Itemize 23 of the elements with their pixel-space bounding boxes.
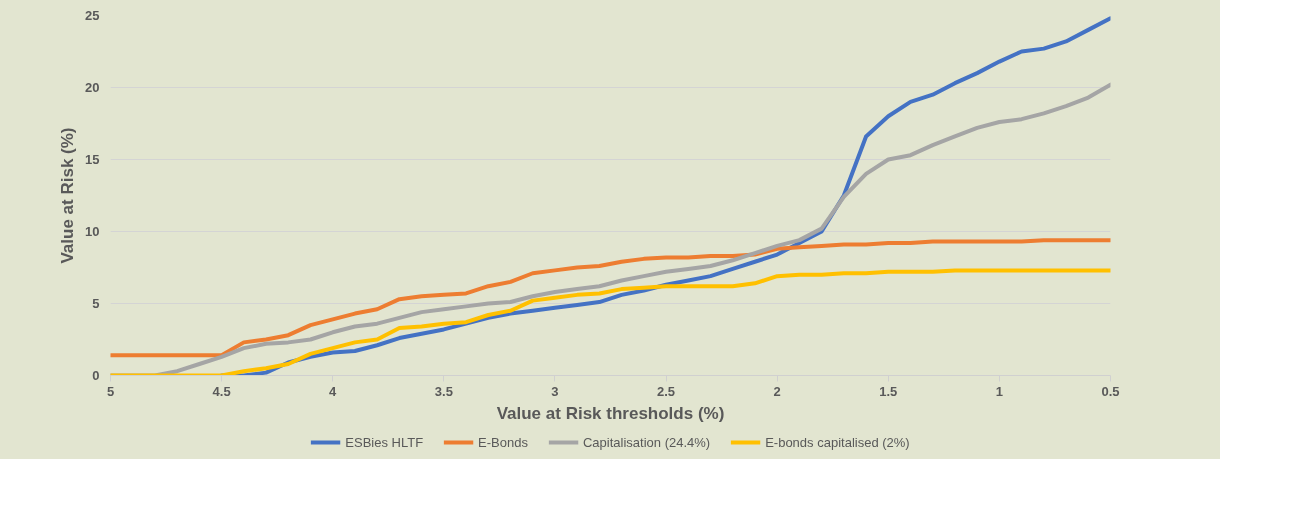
y-tick-label: 15 — [85, 152, 100, 167]
x-tick-label: 1.5 — [879, 383, 898, 399]
legend-label: E-Bonds — [478, 434, 528, 450]
x-tick-label: 2.5 — [657, 383, 676, 399]
x-axis-title: Value at Risk thresholds (%) — [496, 403, 725, 423]
y-tick-label: 25 — [85, 8, 100, 23]
x-tick-label: 2 — [773, 383, 781, 399]
y-tick-label: 10 — [85, 224, 100, 239]
x-tick-label: 4.5 — [212, 383, 231, 399]
y-axis-title: Value at Risk (%) — [58, 127, 78, 264]
line-series — [110, 238, 1111, 358]
x-tick-label: 1 — [995, 383, 1004, 399]
legend-label: Capitalisation (24.4%) — [582, 434, 711, 450]
x-tick-label: 5 — [106, 383, 115, 399]
x-tick-label: 0.5 — [1101, 383, 1120, 399]
y-tick-label: 0 — [92, 368, 100, 383]
legend-label: ESBies HLTF — [345, 434, 424, 450]
legend-label: E-bonds capitalised (2%) — [765, 434, 910, 450]
x-tick-label: 4 — [329, 383, 338, 399]
x-tick-label: 3.5 — [434, 383, 453, 399]
y-tick-label: 5 — [92, 296, 100, 311]
y-tick-label: 20 — [85, 80, 100, 95]
x-tick-label: 3 — [551, 383, 559, 399]
